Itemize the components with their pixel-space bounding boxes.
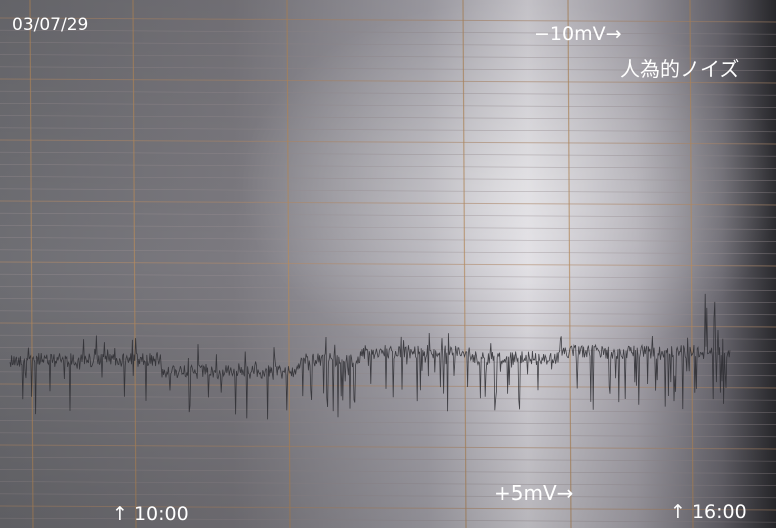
time-right-label: ↑ 16:00 [670,501,747,523]
noise-trace [9,293,731,420]
time-left-label: ↑ 10:00 [112,503,189,525]
annotation-label: 人為的ノイズ [620,57,739,81]
bottom-scale-label: +5mV→ [494,481,573,505]
date-label: 03/07/29 [12,15,88,35]
top-scale-label: −10mV→ [534,23,622,45]
